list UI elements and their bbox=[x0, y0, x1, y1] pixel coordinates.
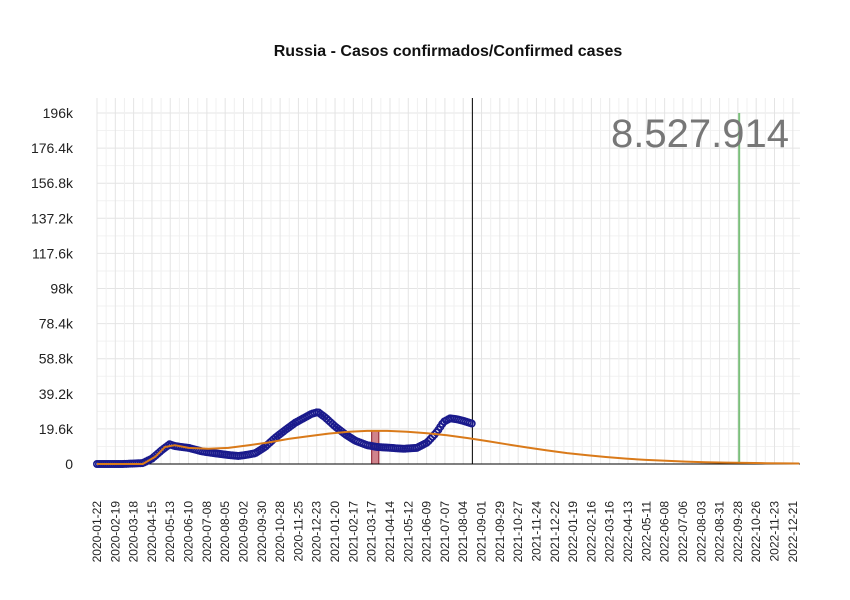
x-tick-label: 2020-03-18 bbox=[127, 501, 141, 563]
fitted-curve-line bbox=[97, 429, 800, 465]
series-layer bbox=[93, 408, 800, 468]
x-tick-label: 2021-05-12 bbox=[401, 501, 415, 563]
y-tick-label: 196k bbox=[43, 105, 74, 121]
x-tick-label: 2022-10-26 bbox=[749, 501, 763, 563]
x-tick-label: 2022-11-23 bbox=[767, 501, 781, 562]
x-tick-label: 2020-08-05 bbox=[218, 501, 232, 563]
x-tick-label: 2022-01-19 bbox=[566, 501, 580, 563]
y-tick-label: 176.4k bbox=[31, 140, 74, 156]
x-tick-label: 2020-05-13 bbox=[163, 501, 177, 563]
y-tick-label: 58.8k bbox=[39, 351, 74, 367]
observed-point bbox=[426, 434, 435, 443]
x-axis-ticks: 2020-01-22 2020-02-19 2020-03-18 2020-04-15… bbox=[90, 501, 800, 563]
x-tick-label: 2021-12-22 bbox=[548, 501, 562, 563]
observed-point bbox=[467, 419, 476, 428]
x-tick-label: 2020-11-25 bbox=[291, 501, 305, 562]
x-tick-label: 2020-06-10 bbox=[182, 501, 196, 563]
observed-point bbox=[424, 437, 433, 446]
x-tick-label: 2020-10-28 bbox=[273, 501, 287, 563]
x-tick-label: 2021-11-24 bbox=[529, 501, 543, 562]
y-tick-label: 156.8k bbox=[31, 175, 74, 191]
x-tick-label: 2021-01-20 bbox=[328, 501, 342, 563]
x-tick-label: 2022-03-16 bbox=[603, 501, 617, 563]
x-tick-label: 2021-08-04 bbox=[456, 501, 470, 563]
x-tick-label: 2022-08-31 bbox=[713, 501, 727, 563]
x-tick-label: 2020-04-15 bbox=[145, 501, 159, 563]
y-tick-label: 117.6k bbox=[32, 245, 74, 261]
chart-title: Russia - Casos confirmados/Confirmed cas… bbox=[274, 43, 623, 60]
y-tick-label: 39.2k bbox=[39, 386, 74, 402]
y-tick-label: 98k bbox=[50, 281, 74, 297]
x-tick-label: 2022-04-13 bbox=[621, 501, 635, 563]
x-tick-label: 2021-09-29 bbox=[493, 501, 507, 563]
x-tick-label: 2021-10-27 bbox=[511, 501, 525, 563]
x-tick-label: 2022-12-21 bbox=[786, 501, 800, 563]
x-tick-label: 2020-09-30 bbox=[255, 501, 269, 563]
y-tick-label: 19.6k bbox=[39, 421, 74, 437]
x-tick-label: 2021-04-14 bbox=[383, 501, 397, 563]
x-tick-label: 2021-03-17 bbox=[365, 501, 379, 563]
x-tick-label: 2021-07-07 bbox=[438, 501, 452, 563]
y-tick-label: 0 bbox=[65, 456, 73, 472]
x-tick-label: 2020-12-23 bbox=[310, 501, 324, 563]
x-tick-label: 2021-02-17 bbox=[346, 501, 360, 563]
x-tick-label: 2020-01-22 bbox=[90, 501, 104, 563]
x-tick-label: 2022-09-28 bbox=[731, 501, 745, 563]
x-tick-label: 2022-02-16 bbox=[584, 501, 598, 563]
x-tick-label: 2020-09-02 bbox=[236, 501, 250, 563]
grid bbox=[96, 98, 800, 465]
y-tick-label: 137.2k bbox=[31, 210, 74, 226]
x-tick-label: 2021-09-01 bbox=[475, 501, 489, 563]
x-tick-label: 2020-02-19 bbox=[108, 501, 122, 563]
x-tick-label: 2020-07-08 bbox=[200, 501, 214, 563]
x-tick-label: 2022-08-03 bbox=[694, 501, 708, 563]
x-tick-label: 2022-07-06 bbox=[676, 501, 690, 563]
y-axis-ticks: 0 19.6k 39.2k 58.8k 78.4k 98k 117.6k 137.2k 156.… bbox=[31, 105, 74, 472]
total-count-label: 8.527.914 bbox=[611, 112, 789, 156]
y-tick-label: 78.4k bbox=[39, 316, 74, 332]
x-tick-label: 2021-06-09 bbox=[420, 501, 434, 563]
x-tick-label: 2022-05-11 bbox=[639, 501, 653, 562]
x-tick-label: 2022-06-08 bbox=[658, 501, 672, 563]
